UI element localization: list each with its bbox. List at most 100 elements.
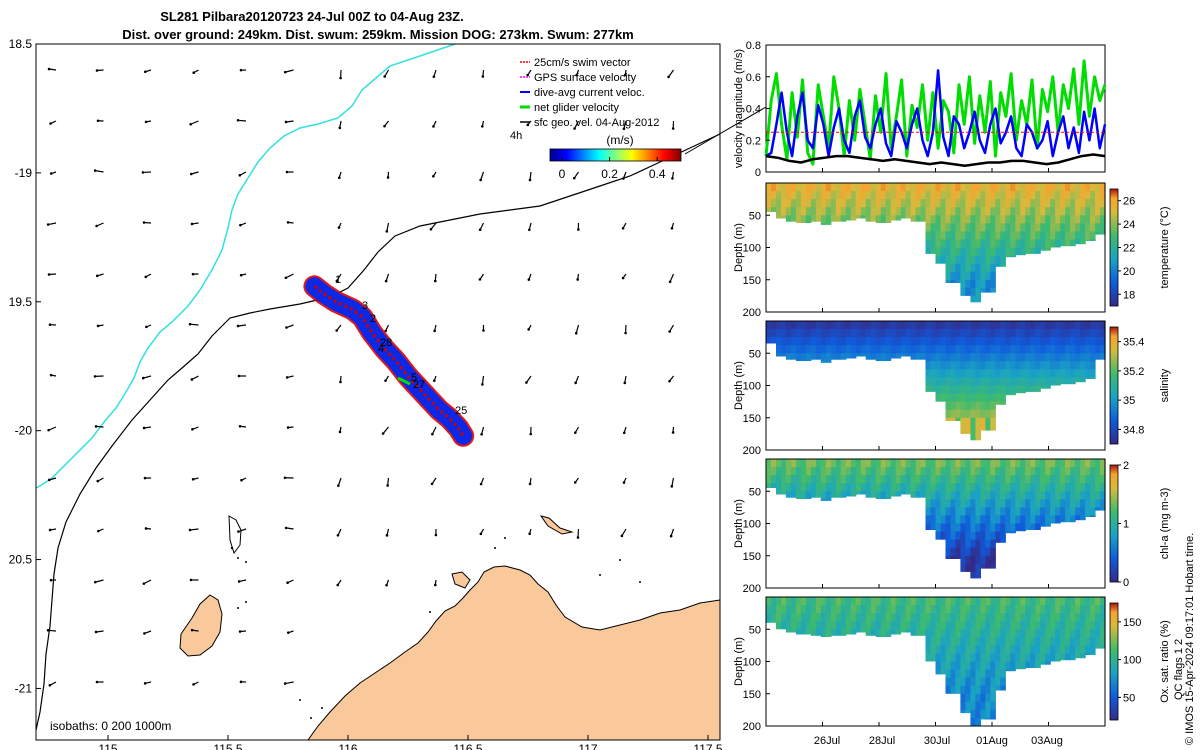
section-cell <box>1030 247 1036 254</box>
section-cell <box>1040 361 1046 370</box>
section-cell <box>970 223 976 232</box>
section-cell <box>990 523 996 533</box>
section-cell <box>820 475 827 484</box>
section-cell <box>970 247 976 257</box>
section-cell <box>975 183 981 192</box>
section-cell <box>955 369 961 379</box>
map-panel: 1 3 2 28 4 5 27 25 115 115.5 116 116.5 117 11… <box>9 37 723 750</box>
section-cell <box>970 345 976 354</box>
section-cell <box>935 637 942 646</box>
section-cell <box>965 321 971 330</box>
section-y-tick-label: 150 <box>743 551 761 563</box>
section-cell <box>975 709 981 719</box>
section-cell <box>930 459 937 468</box>
section-cell <box>930 207 937 216</box>
section-cell <box>925 483 932 492</box>
section-cell <box>960 337 966 346</box>
section-cell <box>915 491 922 498</box>
section-cell <box>1065 491 1071 500</box>
section-cell <box>965 459 971 468</box>
section-cell <box>785 605 792 614</box>
section-cell <box>875 459 882 468</box>
section-cell <box>1030 215 1036 224</box>
geo-arrow-head <box>575 73 578 77</box>
title-line2: Dist. over ground: 249km. Dist. swum: 25… <box>122 27 634 42</box>
section-cell <box>855 353 862 357</box>
section-cell <box>800 199 807 208</box>
section-cell <box>1050 321 1056 330</box>
section-cell <box>825 475 832 484</box>
section-cell <box>1005 613 1011 622</box>
section-cell <box>1020 215 1026 224</box>
section-cell <box>771 605 777 614</box>
section-cell <box>970 563 976 573</box>
geo-velocity-arrow <box>285 273 294 279</box>
section-cell <box>1055 629 1061 638</box>
geo-arrow-head <box>95 224 98 228</box>
section-cell <box>1095 215 1101 224</box>
section-cell <box>900 329 907 338</box>
section-cell <box>875 353 882 361</box>
section-cell <box>1020 459 1026 468</box>
section-cell <box>880 183 887 192</box>
section-cell <box>1085 507 1091 517</box>
geo-arrow-head <box>239 68 243 72</box>
section-cell <box>845 199 852 208</box>
section-cell <box>805 215 812 223</box>
geo-arrow-head <box>236 119 240 122</box>
section-cell <box>1050 459 1056 468</box>
geo-arrow-head <box>432 379 436 382</box>
section-cell <box>800 491 807 499</box>
section-cell <box>905 605 912 614</box>
geo-velocity-arrow <box>189 323 199 326</box>
section-cell <box>845 345 852 354</box>
geo-arrow-head <box>381 432 385 435</box>
section-cell <box>1010 507 1016 517</box>
section-cell <box>885 207 892 216</box>
geo-velocity-arrow <box>237 119 247 122</box>
section-cell <box>940 459 947 468</box>
geo-arrow-head <box>191 272 195 276</box>
section-cell <box>1030 239 1036 249</box>
section-cell <box>1060 223 1066 232</box>
section-cell <box>835 329 842 338</box>
section-cell <box>1055 507 1061 517</box>
section-cell <box>995 515 1001 525</box>
section-cell <box>1010 499 1016 508</box>
geo-arrow-head <box>573 127 576 130</box>
section-cell <box>1055 361 1061 370</box>
section-cell <box>1065 361 1071 370</box>
section-cell <box>905 215 912 219</box>
section-cell <box>990 231 996 241</box>
section-colorbar <box>1109 602 1119 721</box>
geo-arrow-head <box>671 177 674 180</box>
section-cell <box>835 613 842 622</box>
section-cell <box>820 353 827 362</box>
section-cell <box>1060 231 1066 241</box>
section-cell <box>965 385 971 395</box>
section-cell <box>990 701 996 711</box>
section-cell <box>945 669 952 679</box>
geo-arrow-head <box>668 330 671 333</box>
section-cell <box>980 563 986 569</box>
section-cell <box>1080 183 1086 192</box>
section-cell <box>845 321 852 330</box>
section-cell <box>940 191 947 200</box>
section-cell <box>965 271 971 281</box>
section-cell <box>1015 337 1021 346</box>
section-cell <box>1005 621 1011 630</box>
section-cell <box>940 207 947 216</box>
section-cell <box>1030 329 1036 338</box>
geo-arrow-head <box>239 680 243 684</box>
section-cell <box>930 377 937 387</box>
section-cell <box>980 223 986 232</box>
section-cell <box>925 191 932 200</box>
geo-arrow-head <box>190 222 194 226</box>
section-cell <box>1090 329 1096 338</box>
section-cell <box>905 207 912 216</box>
section-cell <box>950 337 957 346</box>
section-cell <box>980 475 986 484</box>
section-cell <box>975 539 981 549</box>
section-cell <box>1100 597 1106 606</box>
section-cell <box>995 247 1001 257</box>
